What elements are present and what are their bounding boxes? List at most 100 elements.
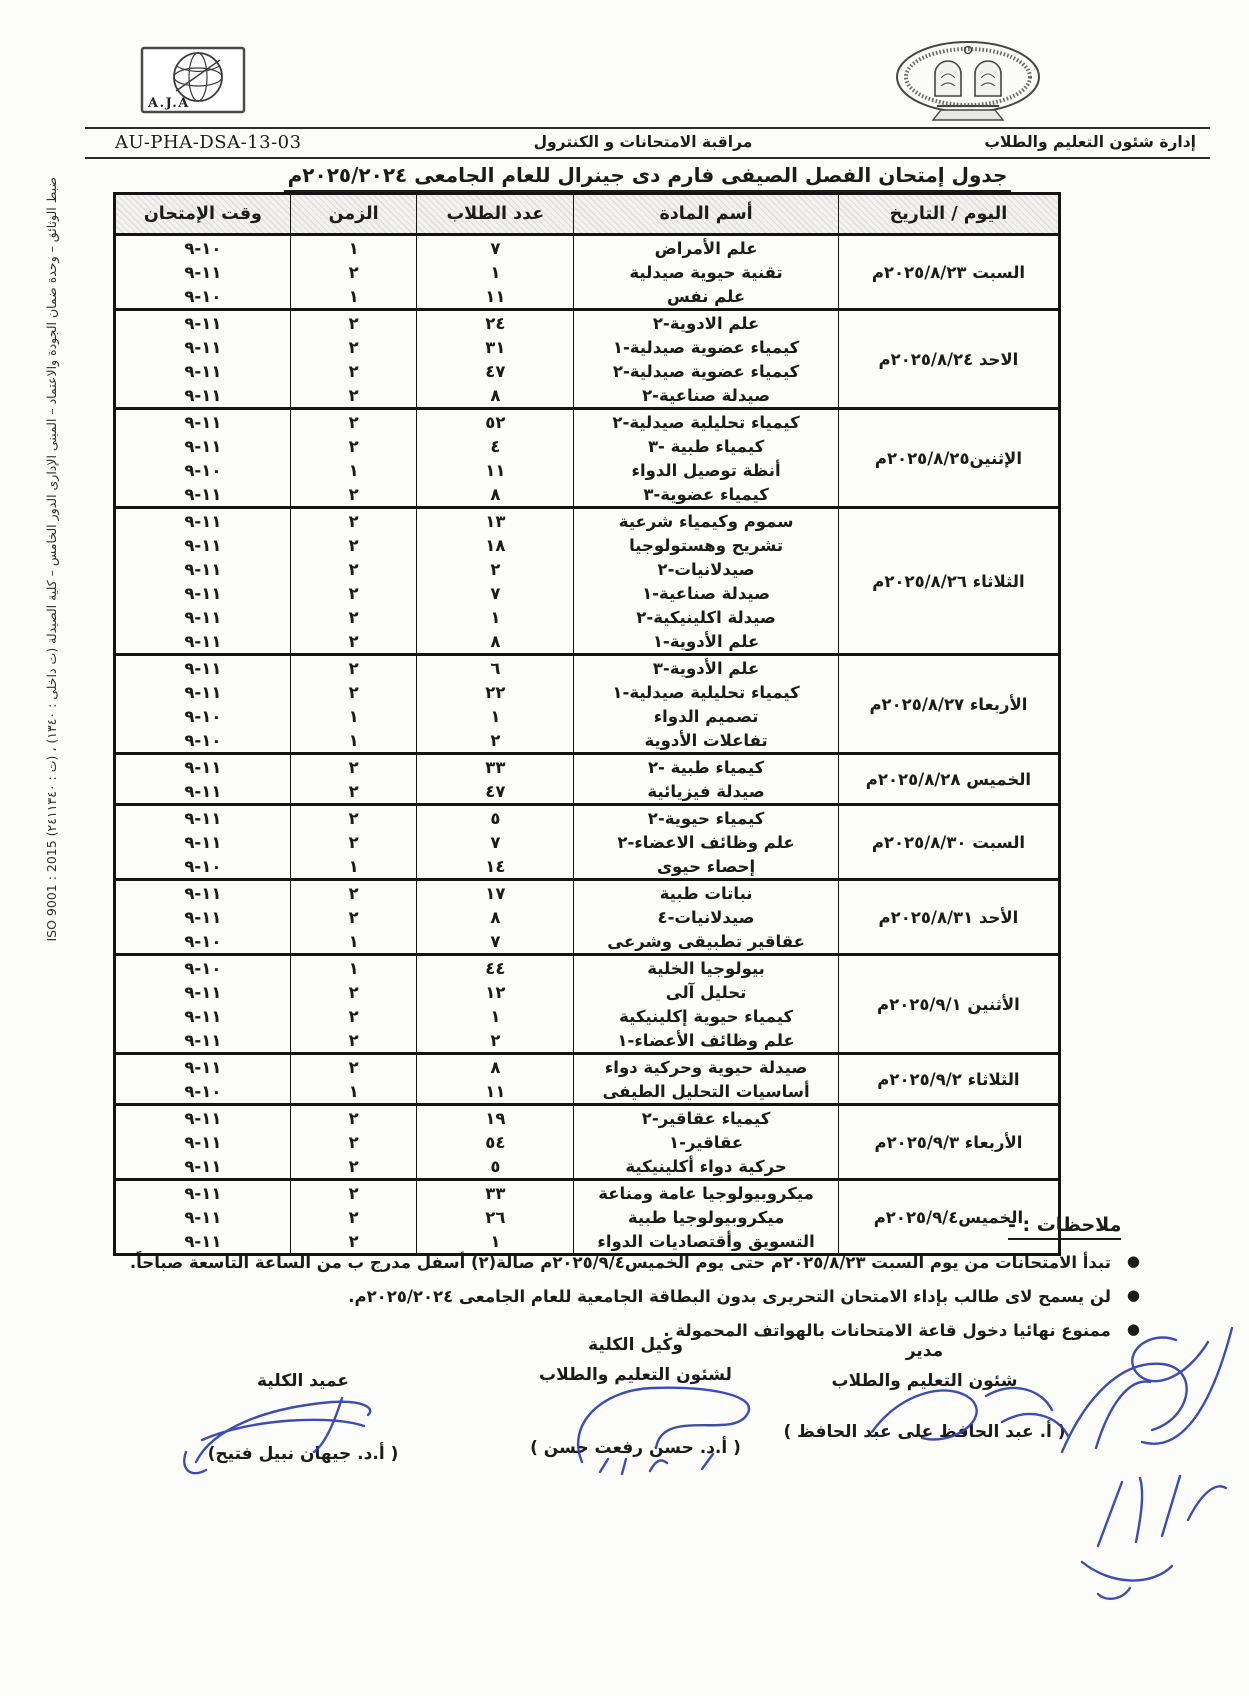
duration-cell: ٢ <box>289 779 418 805</box>
students-cell: ٥٢ <box>416 407 575 434</box>
subject-cell: تشريح وهستولوجيا <box>573 533 839 557</box>
aja-logo-text: A.J.A <box>147 96 190 111</box>
date-cell: الثلاثاء ٢٠٢٥/٩/٢م <box>837 1052 1061 1105</box>
header-exam-time: وقت الإمتحان <box>114 193 291 236</box>
students-cell: ١ <box>416 1004 575 1028</box>
date-cell: الأربعاء ٢٠٢٥/٩/٣م <box>837 1103 1061 1180</box>
exam-row: كيمياء تحليلية صيدلية-١ ٢٢ ٢ ١١-٩ <box>114 680 1060 704</box>
note-item: ● تبدأ الامتحانات من يوم السبت ٢٠٢٥/٨/٢٣م… <box>88 1246 1140 1280</box>
subject-cell: علم وظائف الاعضاء-٢ <box>573 830 839 854</box>
students-cell: ٨ <box>416 1052 575 1079</box>
date-cell: الأحد ٢٠٢٥/٨/٣١م <box>837 878 1061 955</box>
exam-row: الخميس ٢٠٢٥/٨/٢٨م كيمياء طبية -٢ ٣٣ ٢ ١١-٩ <box>114 752 1061 805</box>
subject-cell: كيمياء حيوية-٢ <box>573 803 839 830</box>
duration-cell: ١ <box>289 953 418 980</box>
time-cell: ١٠-٩ <box>114 728 291 754</box>
students-cell: ٤ <box>416 434 575 458</box>
subject-cell: صيدلة صناعية-١ <box>573 581 839 605</box>
signature-role-line: مدير <box>905 1341 944 1361</box>
time-cell: ١١-٩ <box>114 830 291 854</box>
time-cell: ١١-٩ <box>114 407 291 434</box>
subject-cell: صيدلانيات-٢ <box>573 557 839 581</box>
signature-role-line: شئون التعليم والطلاب <box>831 1371 1018 1391</box>
document-code: AU-PHA-DSA-13-03 <box>115 131 302 153</box>
dept-exams-control: مراقبة الامتحانات و الكنترول <box>533 133 753 151</box>
students-cell: ٣٣ <box>416 1178 575 1205</box>
table-header-row: اليوم / التاريخ أسم المادة عدد الطلاب ال… <box>114 193 1061 236</box>
subject-cell: سموم وكيمياء شرعية <box>573 506 839 533</box>
time-cell: ١١-٩ <box>114 308 291 335</box>
header-department-row: AU-PHA-DSA-13-03 مراقبة الامتحانات و الك… <box>85 129 1210 155</box>
subject-cell: صيدلة اكلينيكية-٢ <box>573 605 839 629</box>
bullet-icon: ● <box>1126 1286 1140 1304</box>
university-emblem <box>896 41 1040 121</box>
duration-cell: ٢ <box>289 581 418 605</box>
date-cell: الاحد ٢٠٢٥/٨/٢٤م <box>837 308 1061 409</box>
exam-row: الأحد ٢٠٢٥/٨/٣١م نباتات طبية ١٧ ٢ ١١-٩ <box>114 878 1061 955</box>
signature-block-director: مدير شئون التعليم والطلاب ( أ. عبد الحاف… <box>772 1336 1077 1442</box>
exam-row: الأثنين ٢٠٢٥/٩/١م بيولوجيا الخلية ٤٤ ١ ١٠-٩ <box>114 953 1061 1054</box>
exam-row: كيمياء عضوية-٣ ٨ ٢ ١١-٩ <box>114 482 1060 508</box>
subject-cell: بيولوجيا الخلية <box>573 953 839 980</box>
duration-cell: ٢ <box>289 1103 418 1130</box>
exam-row: الإثنين٢٠٢٥/٨/٢٥م كيمياء تحليلية صيدلية-٢… <box>114 407 1061 508</box>
students-cell: ١ <box>416 605 575 629</box>
students-cell: ٣١ <box>416 335 575 359</box>
header-divider-bottom <box>85 157 1210 159</box>
time-cell: ١٠-٩ <box>114 854 291 880</box>
duration-cell: ٢ <box>289 1004 418 1028</box>
time-cell: ١١-٩ <box>114 752 291 779</box>
exam-row: الثلاثاء ٢٠٢٥/٩/٢م صيدلة حيوية وحركية دوا… <box>114 1052 1061 1105</box>
exam-row: الأربعاء ٢٠٢٥/٨/٢٧م علم الأدوية-٣ ٦ ٢ ١١-٩ <box>114 653 1061 754</box>
duration-cell: ١ <box>289 728 418 754</box>
duration-cell: ٢ <box>289 1205 418 1229</box>
time-cell: ١١-٩ <box>114 533 291 557</box>
subject-cell: علم الأدوية-٣ <box>573 653 839 680</box>
time-cell: ١١-٩ <box>114 1205 291 1229</box>
exam-row: تفاعلات الأدوية ٢ ١ ١٠-٩ <box>114 728 1060 754</box>
date-cell: السبت ٢٠٢٥/٨/٢٣م <box>837 233 1061 310</box>
note-text: تبدأ الامتحانات من يوم السبت ٢٠٢٥/٨/٢٣م … <box>129 1253 1111 1272</box>
signature-role-line: وكيل الكلية <box>588 1335 683 1355</box>
duration-cell: ٢ <box>289 533 418 557</box>
signature-block-vice-dean: وكيل الكلية لشئون التعليم والطلاب ( أ.د.… <box>468 1330 803 1458</box>
exam-row: صيدلة فيزيائية ٤٧ ٢ ١١-٩ <box>114 779 1060 805</box>
duration-cell: ٢ <box>289 1154 418 1180</box>
subject-cell: كيمياء تحليلية صيدلية-١ <box>573 680 839 704</box>
header-student-count: عدد الطلاب <box>416 193 575 236</box>
aja-certification-logo: A.J.A <box>140 46 246 114</box>
date-cell: الأربعاء ٢٠٢٥/٨/٢٧م <box>837 653 1061 754</box>
date-cell: الثلاثاء ٢٠٢٥/٨/٢٦م <box>837 506 1061 655</box>
exam-row: صيدلة صناعية-٢ ٨ ٢ ١١-٩ <box>114 383 1060 409</box>
subject-cell: عقاقير-١ <box>573 1130 839 1154</box>
duration-cell: ٢ <box>289 482 418 508</box>
students-cell: ٥٤ <box>416 1130 575 1154</box>
exam-row: كيمياء طبية -٣ ٤ ٢ ١١-٩ <box>114 434 1060 458</box>
time-cell: ١١-٩ <box>114 605 291 629</box>
subject-cell: علم الادوية-٢ <box>573 308 839 335</box>
subject-cell: تقنية حيوية صيدلية <box>573 260 839 284</box>
exam-row: ميكروبيولوجيا طبية ٢٦ ٢ ١١-٩ <box>114 1205 1060 1229</box>
students-cell: ٨ <box>416 482 575 508</box>
subject-cell: صيدلانيات-٤ <box>573 905 839 929</box>
subject-cell: أساسيات التحليل الطيفى <box>573 1079 839 1105</box>
subject-cell: علم نفس <box>573 284 839 310</box>
time-cell: ١١-٩ <box>114 506 291 533</box>
note-text: ممنوع نهائيا دخول قاعة الامتحانات بالهوا… <box>663 1321 1111 1340</box>
students-cell: ١٩ <box>416 1103 575 1130</box>
students-cell: ٥ <box>416 1154 575 1180</box>
signature-role-line: عميد الكلية <box>257 1371 349 1391</box>
duration-cell: ٢ <box>289 1229 418 1255</box>
exam-row: أنظة توصيل الدواء ١١ ١ ١٠-٩ <box>114 458 1060 482</box>
dept-education-students: إدارة شئون التعليم والطلاب <box>984 133 1196 151</box>
time-cell: ١١-٩ <box>114 803 291 830</box>
duration-cell: ٢ <box>289 557 418 581</box>
students-cell: ٢ <box>416 728 575 754</box>
bullet-icon: ● <box>1126 1252 1140 1270</box>
time-cell: ١٠-٩ <box>114 929 291 955</box>
subject-cell: تحليل آلى <box>573 980 839 1004</box>
header-day-date: اليوم / التاريخ <box>837 193 1061 236</box>
date-cell: الأثنين ٢٠٢٥/٩/١م <box>837 953 1061 1054</box>
header-divider-top <box>85 127 1210 129</box>
time-cell: ١١-٩ <box>114 1103 291 1130</box>
